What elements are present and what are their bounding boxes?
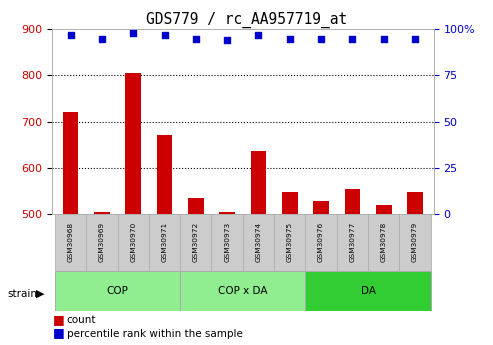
Bar xyxy=(94,211,110,214)
FancyBboxPatch shape xyxy=(368,214,399,271)
FancyBboxPatch shape xyxy=(55,271,180,310)
Text: ▶: ▶ xyxy=(35,289,44,299)
Text: GSM30974: GSM30974 xyxy=(255,222,261,263)
FancyBboxPatch shape xyxy=(117,214,149,271)
Bar xyxy=(219,211,235,214)
Bar xyxy=(188,198,204,214)
Text: GSM30971: GSM30971 xyxy=(162,222,168,263)
Bar xyxy=(376,205,391,214)
Point xyxy=(254,32,262,38)
Point xyxy=(317,36,325,41)
Text: percentile rank within the sample: percentile rank within the sample xyxy=(67,329,243,338)
Text: ■: ■ xyxy=(53,313,65,326)
Text: GSM30978: GSM30978 xyxy=(381,222,387,263)
FancyBboxPatch shape xyxy=(180,214,211,271)
Bar xyxy=(63,112,78,214)
Text: strain: strain xyxy=(7,289,37,299)
FancyBboxPatch shape xyxy=(243,214,274,271)
Text: COP: COP xyxy=(106,286,129,296)
Text: count: count xyxy=(67,315,96,325)
Text: GSM30970: GSM30970 xyxy=(130,222,136,263)
Point xyxy=(98,36,106,41)
Text: GSM30975: GSM30975 xyxy=(287,222,293,263)
FancyBboxPatch shape xyxy=(180,271,306,310)
Point xyxy=(411,36,419,41)
Point xyxy=(67,32,74,38)
FancyBboxPatch shape xyxy=(274,214,306,271)
Bar xyxy=(250,151,266,214)
Point xyxy=(223,38,231,43)
Bar xyxy=(157,136,173,214)
Text: GSM30977: GSM30977 xyxy=(350,222,355,263)
FancyBboxPatch shape xyxy=(211,214,243,271)
Point xyxy=(192,36,200,41)
Text: GSM30972: GSM30972 xyxy=(193,222,199,263)
Bar xyxy=(407,192,423,214)
FancyBboxPatch shape xyxy=(306,214,337,271)
FancyBboxPatch shape xyxy=(399,214,431,271)
FancyBboxPatch shape xyxy=(337,214,368,271)
Bar xyxy=(313,201,329,214)
Point xyxy=(380,36,387,41)
Text: GSM30979: GSM30979 xyxy=(412,222,418,263)
FancyBboxPatch shape xyxy=(149,214,180,271)
FancyBboxPatch shape xyxy=(86,214,117,271)
Text: COP x DA: COP x DA xyxy=(218,286,268,296)
Text: ■: ■ xyxy=(53,326,65,339)
Point xyxy=(161,32,169,38)
Text: GSM30969: GSM30969 xyxy=(99,222,105,263)
Text: GDS779 / rc_AA957719_at: GDS779 / rc_AA957719_at xyxy=(146,12,347,28)
Text: GSM30968: GSM30968 xyxy=(68,222,73,263)
Bar xyxy=(345,188,360,214)
Bar xyxy=(282,192,298,214)
FancyBboxPatch shape xyxy=(306,271,431,310)
Text: DA: DA xyxy=(360,286,376,296)
Text: GSM30976: GSM30976 xyxy=(318,222,324,263)
FancyBboxPatch shape xyxy=(55,214,86,271)
Bar xyxy=(125,73,141,214)
Point xyxy=(349,36,356,41)
Point xyxy=(129,30,137,36)
Text: GSM30973: GSM30973 xyxy=(224,222,230,263)
Point xyxy=(286,36,294,41)
